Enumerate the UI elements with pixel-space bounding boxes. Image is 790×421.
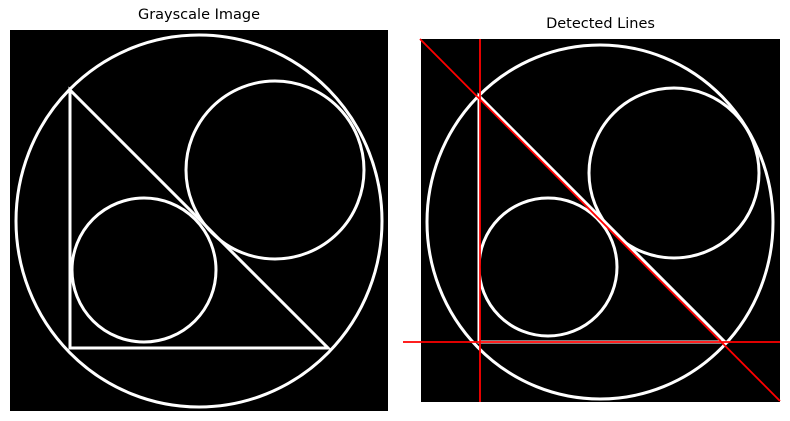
right-triangle <box>68 86 332 350</box>
lower-left-circle <box>70 196 218 344</box>
outer-circle <box>14 33 384 409</box>
detected-lines-panel <box>403 38 781 402</box>
upper-right-circle <box>184 79 366 261</box>
detected-diagonal-line <box>419 38 781 402</box>
outer-circle <box>425 43 775 401</box>
grayscale-image-panel <box>10 30 388 411</box>
grayscale-image-title: Grayscale Image <box>137 7 261 23</box>
detected-lines-title: Detected Lines <box>546 16 655 32</box>
upper-right-circle <box>587 86 761 260</box>
